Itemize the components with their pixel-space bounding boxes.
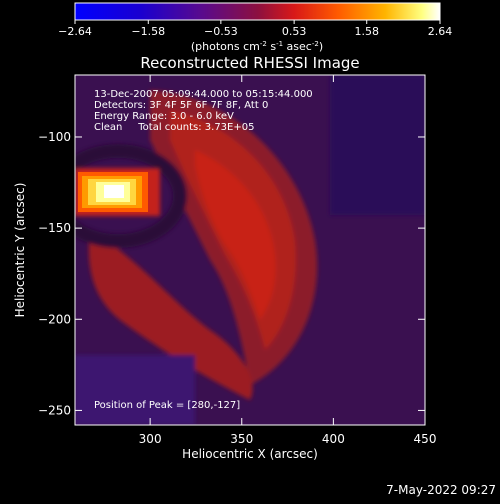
lower-left-dark-region (75, 355, 195, 425)
x-tick-label: 300 (139, 432, 162, 446)
info-detectors: Detectors: 3F 4F 5F 6F 7F 8F, Att 0 (94, 100, 268, 111)
peak-position-label: Position of Peak = [280,-127] (94, 400, 240, 411)
y-tick-label: −100 (38, 130, 71, 144)
colorbar-tick-label: 1.58 (354, 25, 379, 38)
x-tick-label: 450 (414, 432, 437, 446)
info-time-range: 13-Dec-2007 05:09:44.000 to 05:15:44.000 (94, 89, 313, 100)
colorbar-ticks: −2.64 −1.58 −0.53 0.53 1.58 2.64 (58, 20, 452, 38)
y-tick-label: −150 (38, 221, 71, 235)
colorbar: −2.64 −1.58 −0.53 0.53 1.58 2.64 (photons cm-… (58, 2, 452, 53)
x-axis-label: Heliocentric X (arcsec) (182, 447, 318, 461)
colorbar-gradient (74, 2, 441, 21)
peak-source (75, 168, 160, 216)
colorbar-unit-label: (photons cm-2 s-1 asec-2) (191, 40, 323, 53)
observation-info: 13-Dec-2007 05:09:44.000 to 05:15:44.000… (94, 89, 313, 133)
colorbar-tick-label: −2.64 (58, 25, 92, 38)
emission-lower-band (88, 230, 253, 400)
y-axis-ticks: −100 −150 −200 −250 (38, 130, 425, 417)
upper-right-dark-region (330, 75, 425, 215)
y-axis-label: Heliocentric Y (arcsec) (13, 183, 27, 318)
y-tick-label: −200 (38, 312, 71, 326)
colorbar-tick-label: 2.64 (428, 25, 453, 38)
colorbar-tick-label: −1.58 (131, 25, 165, 38)
x-axis-ticks: 300 350 400 450 (139, 75, 437, 446)
y-tick-label: −250 (38, 403, 71, 417)
source-core (104, 185, 124, 198)
chart-title: Reconstructed RHESSI Image (140, 54, 359, 72)
heatmap-image (75, 75, 425, 425)
info-energy-range: Energy Range: 3.0 - 6.0 keV (94, 111, 234, 122)
x-tick-label: 350 (230, 432, 253, 446)
colorbar-tick-label: 0.53 (282, 25, 307, 38)
dark-ring (75, 144, 187, 248)
info-clean-counts: Clean Total counts: 3.73E+05 (94, 122, 254, 133)
plot-frame (74, 74, 426, 426)
x-tick-label: 400 (322, 432, 345, 446)
footer-date: 7-May-2022 09:27 (386, 483, 496, 497)
heatmap-emission (75, 75, 425, 425)
emission-arc-bright (195, 150, 276, 320)
colorbar-tick-label: −0.53 (204, 25, 238, 38)
